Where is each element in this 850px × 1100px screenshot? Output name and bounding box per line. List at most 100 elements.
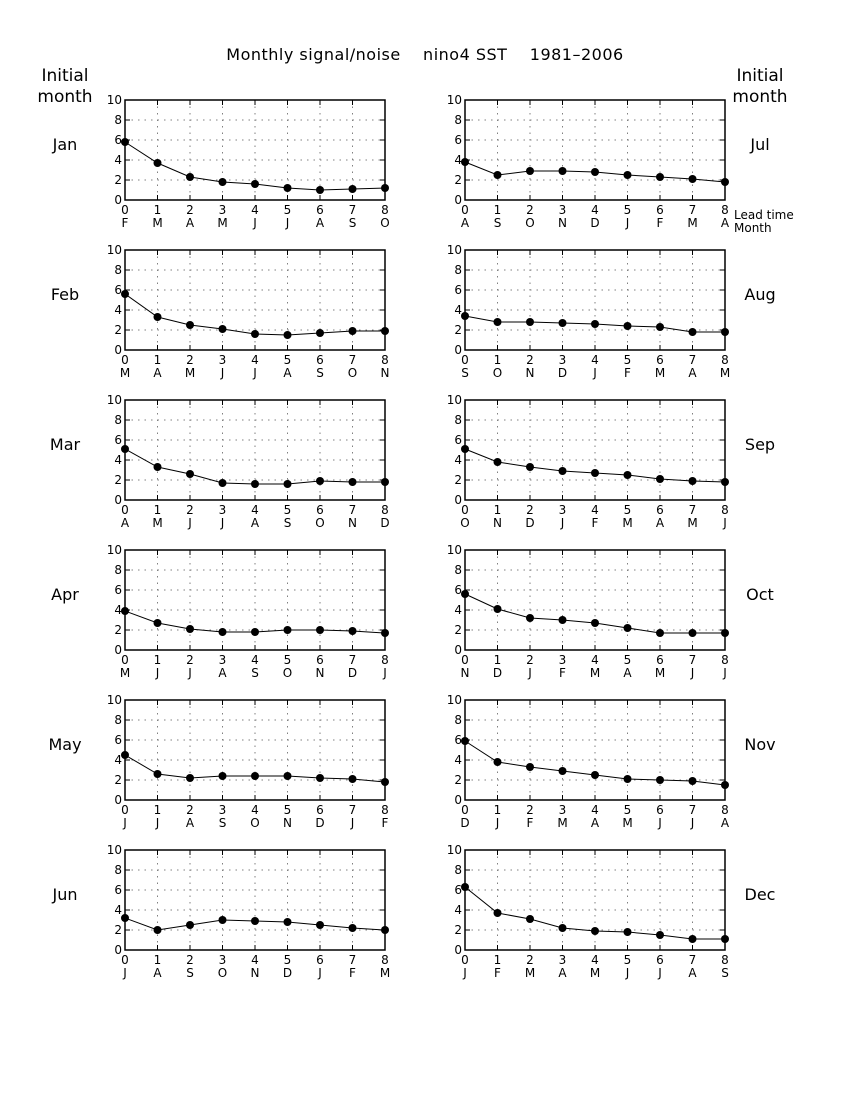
data-point — [316, 329, 324, 337]
y-tick-label: 10 — [447, 543, 462, 557]
x-month-label: M — [622, 516, 632, 530]
data-point — [721, 629, 729, 637]
x-tick-label: 5 — [284, 203, 292, 217]
x-month-label: S — [186, 966, 194, 980]
x-tick-label: 1 — [154, 503, 162, 517]
x-tick-label: 5 — [284, 653, 292, 667]
x-month-label: D — [590, 216, 599, 230]
x-month-label: M — [525, 966, 535, 980]
x-tick-label: 7 — [689, 653, 697, 667]
x-tick-label: 2 — [186, 653, 194, 667]
x-tick-label: 6 — [656, 653, 664, 667]
x-tick-label: 8 — [381, 803, 389, 817]
y-tick-label: 6 — [454, 133, 462, 147]
x-month-label: D — [460, 816, 469, 830]
x-tick-label: 4 — [591, 953, 599, 967]
data-point — [461, 737, 469, 745]
data-point — [591, 619, 599, 627]
y-tick-label: 0 — [114, 343, 122, 357]
y-tick-label: 8 — [454, 263, 462, 277]
data-point — [591, 168, 599, 176]
y-tick-label: 4 — [114, 903, 122, 917]
x-month-label: M — [120, 666, 130, 680]
x-month-label: J — [690, 666, 695, 680]
data-point — [493, 318, 502, 326]
series-line — [464, 593, 725, 634]
data-point — [623, 322, 632, 330]
data-point — [153, 159, 162, 167]
x-tick-label: 3 — [559, 503, 567, 517]
x-tick-label: 1 — [154, 203, 162, 217]
x-month-label: M — [120, 366, 130, 380]
y-tick-label: 6 — [454, 733, 462, 747]
right-header-line2: month — [732, 87, 787, 107]
y-tick-label: 10 — [447, 243, 462, 257]
data-point — [591, 469, 599, 477]
y-tick-label: 0 — [454, 493, 462, 507]
data-point — [526, 463, 534, 471]
x-tick-label: 5 — [624, 503, 632, 517]
x-month-label: M — [687, 516, 697, 530]
x-month-label: J — [462, 966, 467, 980]
x-month-label: N — [526, 366, 535, 380]
x-month-label: J — [252, 216, 257, 230]
x-month-label: J — [592, 366, 597, 380]
x-month-label: A — [688, 366, 697, 380]
x-month-label: S — [494, 216, 502, 230]
data-point — [526, 167, 534, 175]
data-point — [153, 926, 162, 934]
data-point — [186, 625, 194, 633]
x-month-label: J — [722, 666, 727, 680]
data-point — [493, 758, 502, 766]
x-tick-label: 1 — [154, 953, 162, 967]
x-tick-label: 6 — [656, 353, 664, 367]
y-tick-label: 10 — [107, 843, 122, 857]
x-tick-label: 6 — [316, 803, 324, 817]
x-tick-label: 4 — [251, 353, 259, 367]
x-tick-label: 5 — [284, 953, 292, 967]
x-month-label: M — [655, 666, 665, 680]
data-point — [688, 477, 697, 485]
data-point — [591, 320, 599, 328]
data-point — [721, 478, 729, 486]
y-tick-label: 2 — [114, 623, 122, 637]
data-point — [558, 167, 567, 175]
y-tick-label: 6 — [454, 433, 462, 447]
x-month-label: J — [155, 816, 160, 830]
x-month-label: J — [122, 816, 127, 830]
x-tick-label: 8 — [721, 803, 729, 817]
y-tick-label: 6 — [114, 283, 122, 297]
y-tick-label: 10 — [447, 843, 462, 857]
data-point — [186, 470, 194, 478]
x-tick-label: 5 — [624, 803, 632, 817]
x-tick-label: 4 — [591, 653, 599, 667]
x-month-label: A — [316, 216, 325, 230]
data-point — [381, 778, 389, 786]
x-month-label: F — [657, 216, 664, 230]
data-point — [688, 175, 697, 183]
x-tick-label: 8 — [721, 203, 729, 217]
y-tick-label: 2 — [454, 773, 462, 787]
left-header-line1: Initial — [41, 66, 88, 86]
figure-title: Monthly signal/noise nino4 SST 1981–2006 — [226, 45, 623, 64]
x-month-label: O — [380, 216, 389, 230]
x-month-label: F — [592, 516, 599, 530]
x-month-label: J — [252, 366, 257, 380]
data-point — [688, 935, 697, 943]
x-tick-label: 2 — [526, 353, 534, 367]
data-point — [348, 185, 357, 193]
x-month-label: J — [220, 366, 225, 380]
y-tick-label: 10 — [447, 393, 462, 407]
y-tick-label: 6 — [114, 883, 122, 897]
data-point — [493, 458, 502, 466]
data-point — [348, 924, 357, 932]
x-month-label: J — [495, 816, 500, 830]
x-month-label: J — [187, 516, 192, 530]
x-tick-label: 5 — [284, 503, 292, 517]
